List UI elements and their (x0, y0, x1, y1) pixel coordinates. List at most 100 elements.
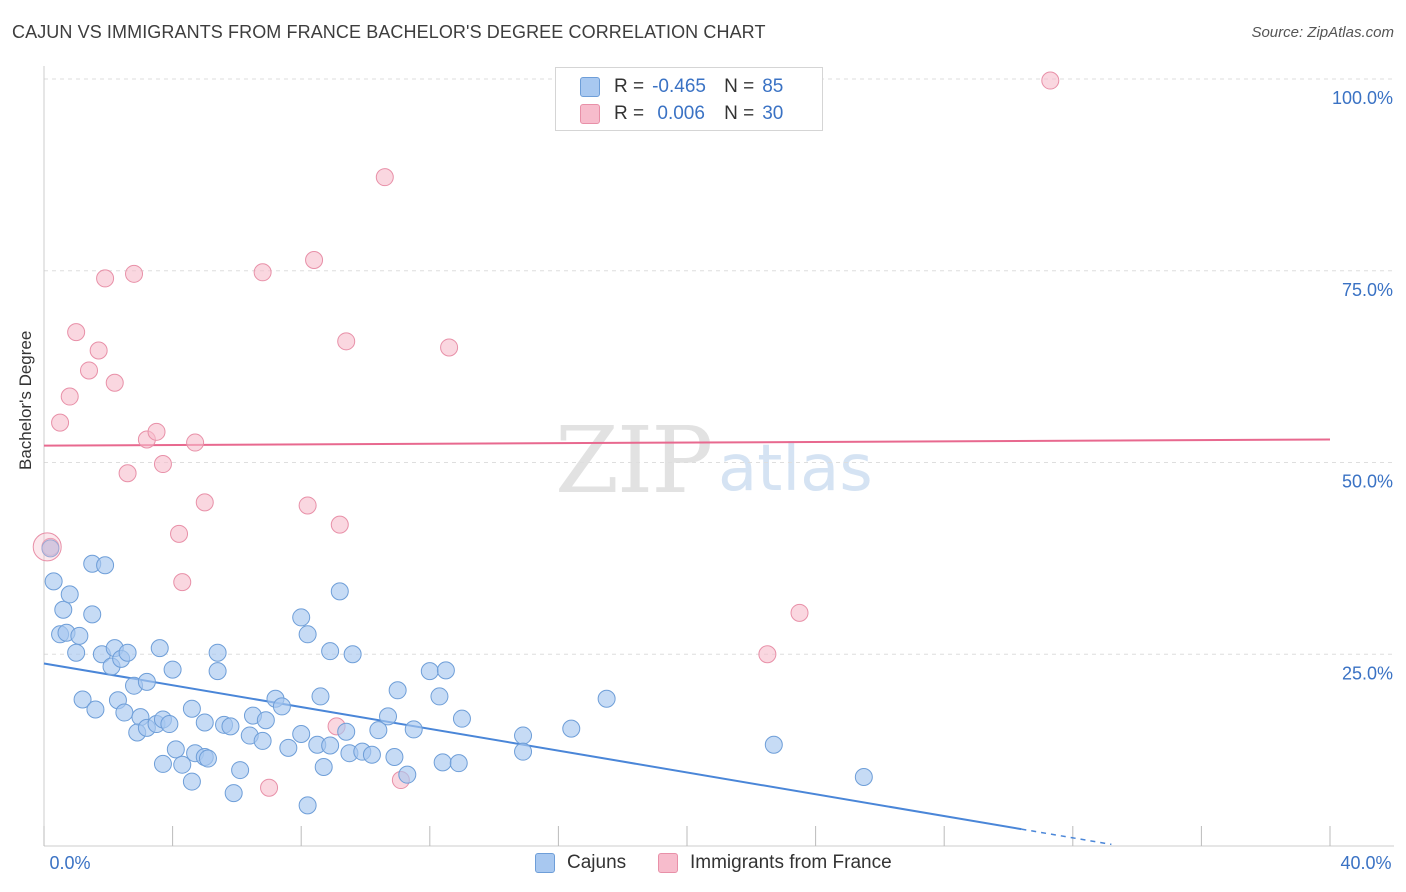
france-point (440, 338, 459, 357)
cajuns-point (166, 740, 185, 759)
cajuns-point (597, 689, 616, 708)
cajuns-point (562, 719, 581, 738)
france-point (80, 361, 99, 380)
cajuns-point (292, 608, 311, 627)
cajuns-point (163, 660, 182, 679)
cajuns-point (160, 715, 179, 734)
y-tick-label: 50.0% (1342, 472, 1393, 492)
france-point (260, 778, 279, 797)
cajuns-point (256, 711, 275, 730)
cajuns-point (272, 697, 291, 716)
cajuns-point (73, 690, 92, 709)
cajuns-point (60, 585, 79, 604)
legend-row-cajuns: R = -0.465 N = 85 (580, 74, 783, 100)
cajuns-point (314, 757, 333, 776)
cajuns-point (150, 639, 169, 658)
watermark: ZIP atlas (555, 407, 873, 514)
cajuns-point (279, 738, 298, 757)
cajuns-point (44, 572, 63, 591)
y-tick-label: 75.0% (1342, 280, 1393, 300)
cajuns-point (385, 748, 404, 767)
cajuns-point (379, 707, 398, 726)
cajuns-point (436, 661, 455, 680)
france-point (298, 496, 317, 515)
cajuns-point (153, 754, 172, 773)
cajuns-point (67, 643, 86, 662)
cajuns-legend-swatch (535, 853, 555, 873)
cajuns-point (369, 721, 388, 740)
gridlines (44, 78, 1394, 655)
cajuns-point (86, 700, 105, 719)
cajuns-point (137, 672, 156, 691)
watermark-zip: ZIP (555, 407, 711, 514)
cajuns-swatch (580, 77, 600, 97)
cajuns-point (398, 765, 417, 784)
france-point (1041, 71, 1060, 90)
france-point (153, 455, 172, 474)
cajuns-point (514, 726, 533, 745)
france-point (305, 251, 324, 270)
n-value: 85 (762, 76, 784, 97)
chart-title: CAJUN VS IMMIGRANTS FROM FRANCE BACHELOR… (12, 22, 766, 42)
cajuns-point (195, 713, 214, 732)
france-point (32, 532, 62, 562)
cajuns-point (253, 731, 272, 750)
france-point (170, 524, 189, 543)
cajuns-point (198, 749, 217, 768)
cajuns-point (182, 699, 201, 718)
r-value: 0.006 (652, 103, 705, 124)
france-point (67, 323, 86, 342)
cajuns-point (83, 605, 102, 624)
france-point (758, 645, 777, 664)
cajuns-point (54, 600, 73, 619)
france-point (125, 264, 144, 283)
cajuns-point (115, 703, 134, 722)
france-point (105, 373, 124, 392)
legend-item-france[interactable]: Immigrants from France (658, 852, 892, 874)
france-legend-label: Immigrants from France (690, 852, 892, 873)
series-legend: Cajuns Immigrants from France (0, 852, 1406, 878)
france-point (96, 269, 115, 288)
cajuns-point (330, 582, 349, 601)
france-legend-swatch (658, 853, 678, 873)
cajuns-point (298, 625, 317, 644)
cajuns-trend-extension (1021, 828, 1112, 846)
france-point (60, 387, 79, 406)
cajuns-trend-line (43, 662, 1022, 831)
cajuns-point (292, 725, 311, 744)
cajuns-point (452, 709, 471, 728)
y-axis-label: Bachelor's Degree (16, 330, 35, 470)
france-point (195, 493, 214, 512)
x-tick-label: 0.0% (49, 853, 90, 873)
legend-item-cajuns[interactable]: Cajuns (535, 852, 626, 874)
r-label: R = (614, 103, 645, 124)
cajuns-point (208, 643, 227, 662)
cajuns-point (362, 745, 381, 764)
source-label: Source: ZipAtlas.com (1251, 24, 1394, 41)
cajuns-point (321, 642, 340, 661)
france-point (118, 464, 137, 483)
cajuns-point (118, 643, 137, 662)
france-point (186, 433, 205, 452)
stats-legend: R = -0.465 N = 85 R = 0.006 N = 30 (555, 67, 823, 131)
n-label: N = (724, 76, 755, 97)
cajuns-point (311, 687, 330, 706)
x-tick-label: 40.0% (1340, 853, 1391, 873)
cajuns-point (208, 662, 227, 681)
cajuns-point (433, 753, 452, 772)
cajuns-point (514, 742, 533, 761)
france-point (790, 603, 809, 622)
cajuns-point (182, 772, 201, 791)
cajuns-point (430, 687, 449, 706)
france-point (253, 263, 272, 282)
cajuns-legend-label: Cajuns (567, 852, 627, 873)
france-point (89, 341, 108, 360)
legend-row-france: R = 0.006 N = 30 (580, 101, 783, 127)
france-point (375, 168, 394, 187)
france-point (330, 515, 349, 534)
axes (43, 66, 1394, 847)
france-point (173, 573, 192, 592)
cajuns-point (221, 717, 240, 736)
cajuns-point (449, 754, 468, 773)
